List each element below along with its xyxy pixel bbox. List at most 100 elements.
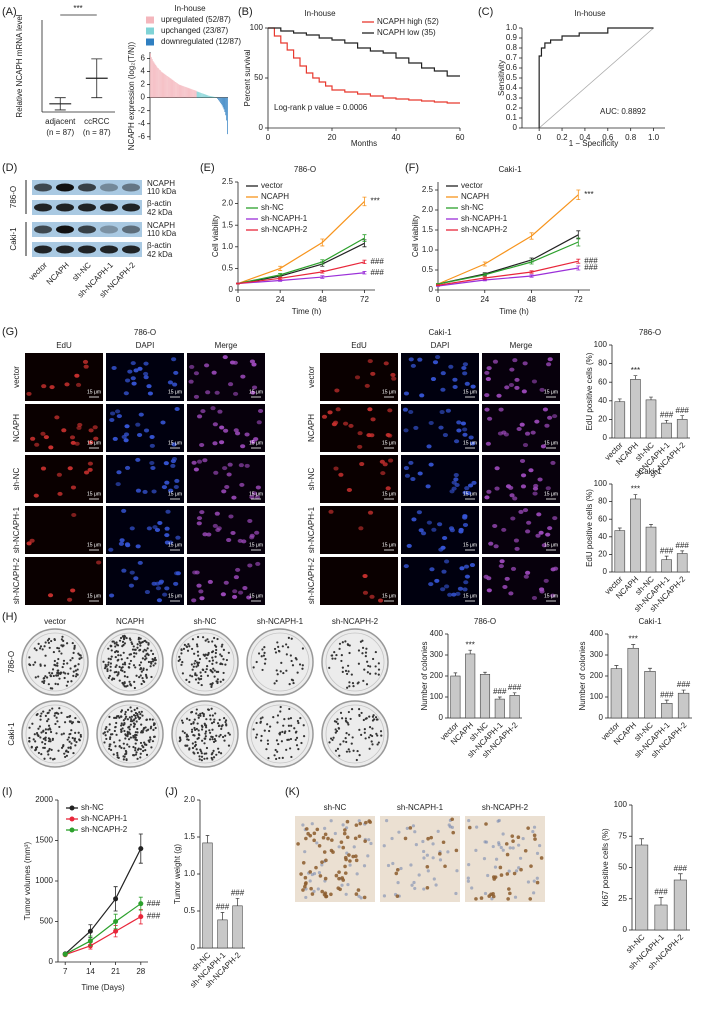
error-bar [639, 838, 644, 845]
colony [206, 638, 209, 641]
error-bar [664, 419, 669, 424]
colony [206, 665, 209, 668]
ihc-nucleus [511, 846, 515, 850]
nucleus [522, 443, 529, 448]
nucleus [543, 578, 549, 583]
colony [365, 647, 368, 650]
colony [203, 752, 206, 755]
colony [133, 680, 136, 683]
colony [358, 753, 361, 757]
ihc-positive [363, 839, 367, 843]
x-tick-label: 72 [574, 295, 583, 304]
error-bar [649, 524, 653, 528]
nucleus [92, 425, 98, 430]
band-name: β-actin [147, 241, 171, 250]
plate-rim [25, 704, 85, 764]
error-bar [617, 398, 622, 402]
colony [196, 722, 199, 725]
nucleus [390, 372, 396, 377]
colony [221, 724, 224, 727]
bar [198, 92, 200, 98]
nucleus [466, 491, 472, 496]
nucleus [123, 438, 129, 443]
nucleus [403, 564, 409, 569]
ihc-column-label: sh-NC [324, 803, 347, 812]
image-row-label: sh-NCAPH-1 [12, 506, 21, 553]
nucleus [499, 559, 505, 564]
nucleus [402, 407, 409, 412]
colony [56, 646, 59, 650]
nucleus [451, 592, 457, 597]
colony [73, 646, 76, 649]
error-bar [576, 237, 581, 247]
nucleus [408, 409, 414, 414]
ihc-nucleus [422, 849, 426, 854]
y-axis-label: Cell viability [411, 215, 420, 257]
image-column-label: EdU [351, 341, 367, 350]
colony [67, 672, 70, 675]
colony [137, 715, 140, 719]
y-tick-label: 0 [229, 285, 234, 294]
colony [130, 710, 133, 713]
nucleus [505, 484, 512, 489]
error-bar [278, 265, 283, 271]
colony [60, 652, 63, 655]
colony [139, 752, 142, 755]
colony [204, 639, 207, 642]
colony [60, 746, 64, 749]
colony [114, 716, 118, 719]
colony [136, 757, 139, 760]
nucleus [71, 513, 77, 518]
nucleus [257, 409, 264, 414]
significance: ### [584, 256, 598, 265]
colony [372, 657, 375, 661]
scale-bar-label: 15 μm [544, 542, 558, 548]
ihc-positive [329, 892, 333, 897]
bar [171, 79, 173, 98]
ihc-column-label: sh-NCAPH-2 [482, 803, 529, 812]
blot-band [122, 203, 140, 212]
colony [129, 736, 132, 739]
error-bar [320, 270, 325, 274]
nucleus [211, 370, 217, 375]
nucleus [112, 436, 118, 441]
ihc-nucleus [337, 845, 341, 849]
ihc-positive [312, 838, 316, 843]
colony [292, 681, 295, 685]
ihc-positive [506, 897, 510, 901]
colony [205, 726, 208, 729]
colony [42, 737, 45, 740]
colony [138, 649, 141, 652]
nucleus [441, 569, 447, 574]
colony [195, 748, 198, 751]
nucleus [250, 390, 256, 395]
significance: ### [676, 541, 690, 550]
series-line [437, 241, 579, 285]
colony [207, 708, 210, 711]
nucleus [193, 371, 200, 376]
colony [193, 718, 196, 721]
x-tick-label: 20 [328, 133, 337, 142]
colony [213, 669, 216, 672]
x-tick-label: 40 [392, 133, 401, 142]
colony [209, 668, 212, 672]
colony [124, 710, 127, 714]
bar [223, 97, 225, 110]
nucleus [537, 477, 543, 482]
cell-line-label: Caki-1 [9, 227, 18, 251]
colony [345, 740, 348, 744]
bar [211, 96, 212, 98]
ihc-positive [344, 857, 348, 862]
colony [197, 714, 200, 717]
colony [122, 742, 125, 745]
nucleus [428, 420, 434, 425]
colony [331, 657, 334, 660]
colony [123, 663, 127, 666]
colony [335, 653, 338, 657]
colony [145, 641, 148, 644]
colony [289, 717, 293, 720]
colony [75, 740, 78, 744]
ihc-positive [357, 834, 362, 839]
colony [37, 642, 40, 645]
y-tick-label: 4 [141, 67, 146, 76]
